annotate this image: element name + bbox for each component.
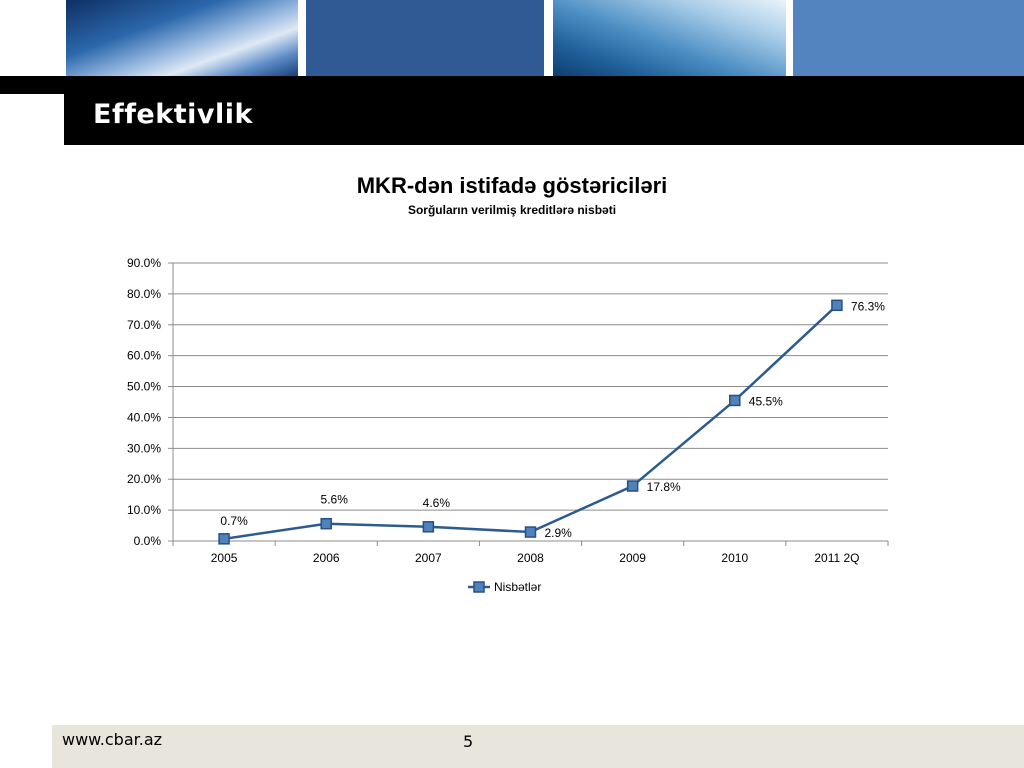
data-point (524, 526, 537, 538)
series-line (223, 304, 838, 541)
x-tick-label: 2011 2Q (814, 551, 859, 565)
page-number: 5 (463, 732, 474, 751)
data-label: 76.3% (851, 299, 885, 313)
chart-subtitle: Sorğuların verilmiş kreditlərə nisbəti (407, 203, 617, 217)
data-label: 0.7% (220, 514, 248, 528)
y-tick-label: 60.0% (127, 349, 161, 363)
data-point (831, 299, 843, 312)
y-tick-label: 80.0% (127, 287, 161, 301)
header-banner (0, 0, 1024, 76)
title-bar (0, 76, 1024, 145)
banner-photo-buildings (553, 0, 786, 76)
data-label: 2.9% (545, 526, 573, 540)
x-tick-label: 2010 (721, 551, 748, 565)
data-point (626, 480, 639, 492)
y-tick-label: 10.0% (127, 503, 161, 517)
y-tick-label: 30.0% (127, 441, 161, 455)
legend-marker (473, 581, 485, 593)
x-tick-label: 2009 (619, 551, 646, 565)
data-label: 17.8% (647, 480, 681, 494)
footer-bar (52, 725, 1024, 768)
data-label: 45.5% (749, 394, 783, 408)
y-tick-label: 0.0% (134, 534, 162, 548)
y-tick-label: 90.0% (127, 256, 161, 270)
x-tick-label: 2005 (211, 551, 238, 565)
banner-panel-blue (306, 0, 544, 76)
y-tick-label: 20.0% (127, 472, 161, 486)
y-tick-label: 40.0% (127, 410, 161, 424)
data-point (320, 517, 332, 530)
data-label: 5.6% (321, 493, 349, 507)
legend-label: Nisbətlər (494, 580, 541, 594)
x-tick-label: 2007 (415, 551, 442, 565)
chart-title: MKR-dən istifadə göstəriciləri (356, 173, 668, 198)
y-tick-label: 50.0% (127, 380, 161, 394)
banner-photo-keyboard (66, 0, 298, 76)
y-tick-label: 70.0% (127, 318, 161, 332)
data-label: 4.6% (423, 496, 451, 510)
banner-panel-light-blue (793, 0, 1024, 76)
data-point (218, 533, 230, 545)
slide-title: Effektivlik (93, 99, 253, 130)
title-bar-notch (0, 94, 64, 145)
footer-url[interactable]: www.cbar.az (62, 730, 163, 749)
data-point (729, 394, 741, 407)
x-tick-label: 2008 (517, 551, 544, 565)
x-tick-label: 2006 (313, 551, 340, 565)
data-point (422, 521, 435, 533)
